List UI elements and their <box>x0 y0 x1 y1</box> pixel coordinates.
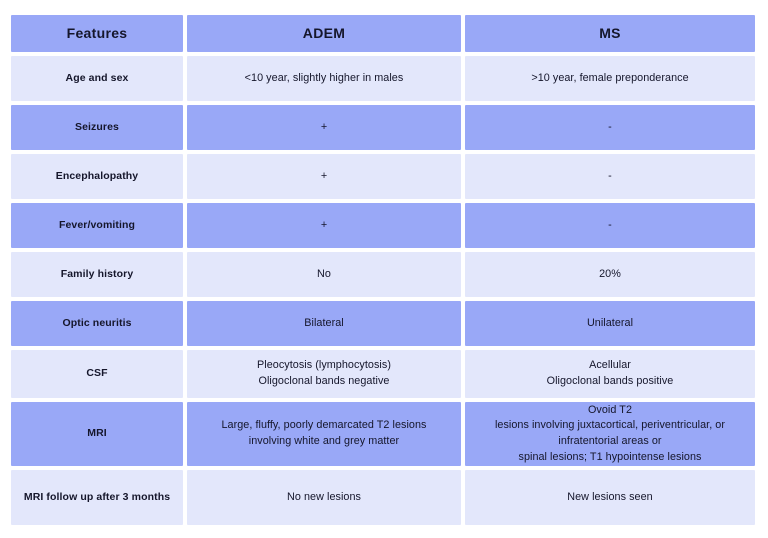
adem-cell: + <box>187 203 461 248</box>
adem-cell: No new lesions <box>187 470 461 525</box>
ms-cell: 20% <box>465 252 755 297</box>
ms-cell: - <box>465 105 755 150</box>
adem-vs-ms-comparison-table: Features ADEM MS Age and sex <10 year, s… <box>11 15 755 525</box>
ms-cell: >10 year, female preponderance <box>465 56 755 101</box>
adem-cell: <10 year, slightly higher in males <box>187 56 461 101</box>
column-header-adem: ADEM <box>187 15 461 52</box>
adem-cell: Large, fluffy, poorly demarcated T2 lesi… <box>187 402 461 466</box>
feature-cell: Fever/vomiting <box>11 203 183 248</box>
adem-cell: No <box>187 252 461 297</box>
ms-cell: - <box>465 203 755 248</box>
feature-cell: CSF <box>11 350 183 398</box>
ms-cell: Ovoid T2 lesions involving juxtacortical… <box>465 402 755 466</box>
adem-cell: + <box>187 105 461 150</box>
feature-cell: MRI follow up after 3 months <box>11 470 183 525</box>
ms-cell: Unilateral <box>465 301 755 346</box>
column-header-ms: MS <box>465 15 755 52</box>
feature-cell: Family history <box>11 252 183 297</box>
adem-cell: Pleocytosis (lymphocytosis) Oligoclonal … <box>187 350 461 398</box>
feature-cell: Seizures <box>11 105 183 150</box>
feature-cell: Encephalopathy <box>11 154 183 199</box>
ms-cell: - <box>465 154 755 199</box>
feature-cell: Optic neuritis <box>11 301 183 346</box>
column-header-features: Features <box>11 15 183 52</box>
feature-cell: MRI <box>11 402 183 466</box>
ms-cell: Acellular Oligoclonal bands positive <box>465 350 755 398</box>
ms-cell: New lesions seen <box>465 470 755 525</box>
feature-cell: Age and sex <box>11 56 183 101</box>
adem-cell: Bilateral <box>187 301 461 346</box>
adem-cell: + <box>187 154 461 199</box>
